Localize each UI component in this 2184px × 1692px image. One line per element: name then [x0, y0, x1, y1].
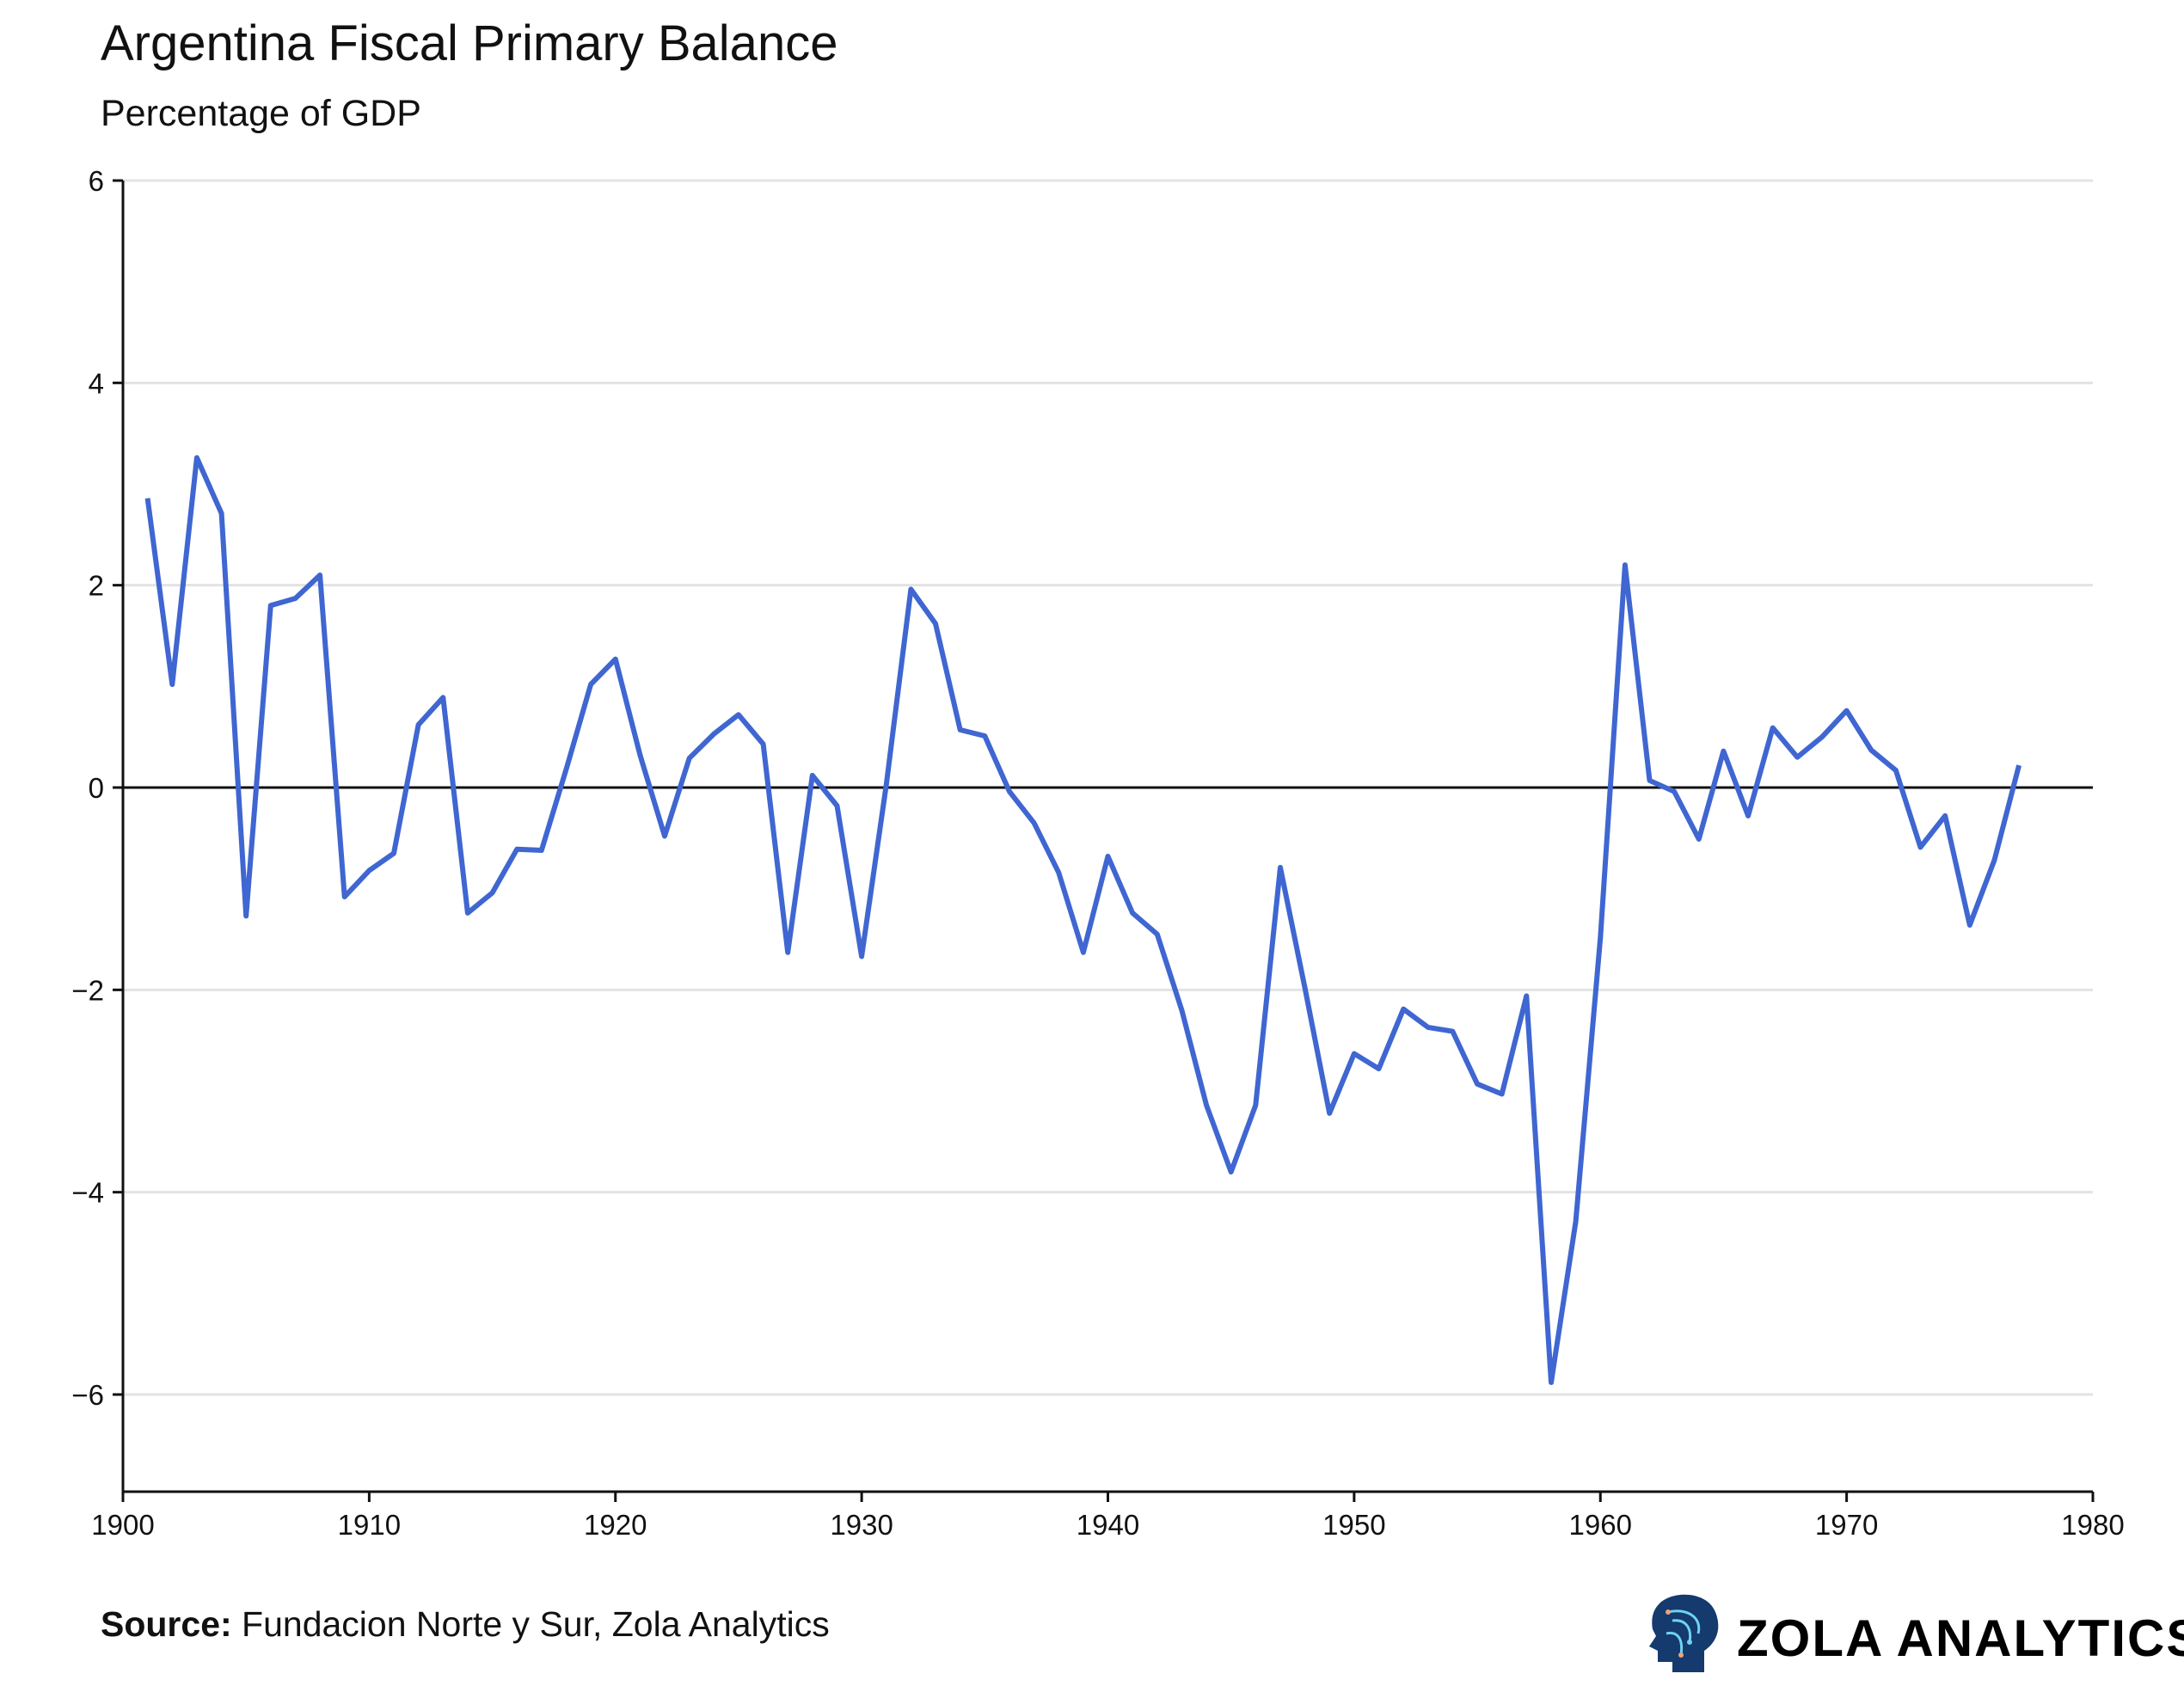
source-label: Source: [101, 1604, 232, 1644]
brand-name: ZOLA ANALYTICS [1737, 1609, 2184, 1667]
series-line [144, 455, 2022, 1385]
x-tick-label: 1980 [2061, 1509, 2124, 1541]
y-tick-label: −4 [71, 1177, 104, 1209]
chart-subtitle: Percentage of GDP [101, 93, 421, 134]
y-tick-label: 4 [89, 367, 104, 399]
y-tick-label: −6 [71, 1379, 104, 1411]
source-note: Source: Fundacion Norte y Sur, Zola Anal… [101, 1604, 830, 1644]
x-tick-label: 1940 [1077, 1509, 1139, 1541]
gridlines [123, 179, 2093, 1396]
x-tick-label: 1970 [1815, 1509, 1878, 1541]
y-tick-label: 6 [89, 165, 104, 197]
x-tick-label: 1900 [91, 1509, 154, 1541]
x-tick-label: 1930 [830, 1509, 893, 1541]
y-tick-label: 0 [89, 772, 104, 804]
tick-labels: 6 4 2 0 −2 −4 −6 1900 1910 1920 1930 1940 1950 1960 19… [71, 165, 2124, 1541]
source-text: Fundacion Norte y Sur, Zola Analytics [232, 1604, 830, 1644]
x-tick-label: 1960 [1569, 1509, 1632, 1541]
y-tick-label: −2 [71, 974, 104, 1006]
chart-title: Argentina Fiscal Primary Balance [101, 15, 837, 71]
x-tick-label: 1950 [1322, 1509, 1385, 1541]
x-tick-label: 1910 [338, 1509, 401, 1541]
x-tick-label: 1920 [584, 1509, 647, 1541]
head-circuit-icon [1649, 1594, 1719, 1672]
axes [113, 179, 2095, 1502]
y-tick-label: 2 [89, 570, 104, 602]
